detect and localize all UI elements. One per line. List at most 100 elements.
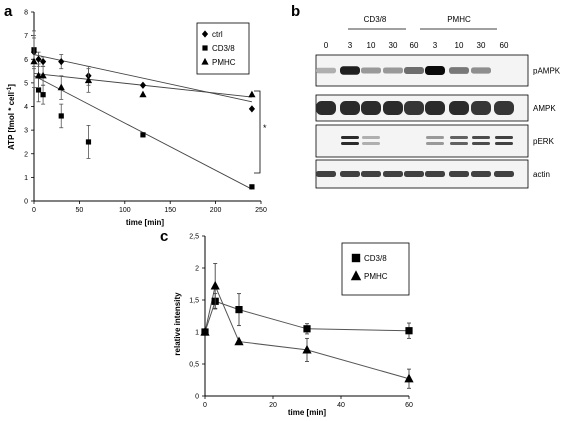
blot-band: [340, 171, 360, 177]
blot-band: [426, 142, 444, 145]
chart-c-point-square: [303, 325, 311, 333]
chart-c-ylabel: relative intensity: [173, 292, 182, 356]
chart-a-point-diamond: [35, 55, 42, 63]
blot-band: [471, 171, 491, 177]
chart-a-point-diamond: [139, 81, 147, 89]
blot-lane-label: 0: [324, 41, 329, 50]
chart-a-point-triangle: [34, 71, 43, 79]
blot-band: [361, 101, 381, 115]
blot-band: [404, 101, 424, 115]
blot-band: [471, 67, 491, 74]
chart-a-y-tick-label: 8: [24, 10, 28, 17]
blot-group-label-cd38: CD3/8: [364, 15, 387, 24]
blot-lane-label: 30: [477, 41, 486, 50]
chart-a-point-square: [58, 113, 64, 119]
blot-band: [472, 136, 490, 139]
chart-c-legend-marker-square: [351, 253, 361, 263]
chart-a-x-tick-label: 0: [32, 207, 36, 214]
chart-a-point-diamond: [58, 58, 65, 66]
chart-c: 0 20 40 60 0 0,5 1 1,5 2 2,5 time [min] relative …: [173, 234, 414, 417]
chart-a-legend-label: CD3/8: [212, 44, 235, 53]
chart-a-ylabel: ATP [fmol * cell-1]: [7, 84, 16, 150]
chart-c-y-tick-label: 0: [195, 394, 199, 401]
blot-band: [361, 171, 381, 177]
chart-a-point-triangle: [248, 90, 256, 98]
chart-c-xlabel: time [min]: [288, 408, 327, 417]
chart-a-point-triangle: [39, 71, 47, 79]
chart-c-legend-label: PMHC: [364, 272, 388, 281]
blot-band: [383, 101, 403, 115]
chart-a-significance-bracket: [254, 90, 261, 174]
blot-band: [340, 66, 360, 75]
chart-a-points: [30, 30, 256, 190]
blot-group-label-pmhc: PMHC: [447, 15, 471, 24]
blot-band: [425, 101, 445, 115]
blot-band: [449, 171, 469, 177]
western-blot: CD3/8 PMHC 0 3 10 30 60 3 10 30 60 pAMPK AMPK pERK…: [315, 15, 561, 189]
chart-c-point-triangle: [404, 373, 414, 383]
blot-band: [316, 101, 336, 115]
chart-c-y-tick-label: 0,5: [189, 362, 199, 369]
chart-a-fit-lines: [33, 54, 253, 190]
chart-a-axes: 0 50 100 150 200 250 0 1 2 3 4 5 6 7 8: [24, 10, 267, 215]
chart-a-y-tick-label: 7: [24, 33, 28, 40]
chart-a-ylabel-close: ]: [7, 84, 16, 87]
blot-band: [495, 142, 513, 145]
chart-a-legend-label: PMHC: [212, 58, 236, 67]
chart-a-y-tick-label: 4: [24, 104, 28, 111]
chart-a-y-tick-label: 2: [24, 151, 28, 158]
panel-letter-b: b: [291, 3, 300, 20]
chart-c-legend-marker-triangle: [350, 270, 362, 281]
chart-a-ylabel-main: ATP [fmol * cell: [7, 92, 16, 150]
chart-c-x-tick-label: 40: [337, 402, 345, 409]
blot-band: [449, 101, 469, 115]
chart-a-point-triangle: [30, 57, 38, 65]
chart-a-x-tick-label: 150: [164, 207, 176, 214]
blot-band: [425, 66, 445, 75]
chart-c-x-tick-label: 20: [269, 402, 277, 409]
blot-band: [316, 171, 336, 177]
blot-band: [316, 67, 336, 74]
blot-band: [450, 142, 468, 145]
chart-c-points: [200, 263, 414, 389]
blot-row-label: pAMPK: [533, 67, 561, 76]
blot-band: [383, 171, 403, 177]
blot-row-label: actin: [533, 170, 550, 179]
chart-c-x-tick-label: 60: [405, 402, 413, 409]
chart-a-significance-mark: *: [263, 123, 267, 133]
blot-rows: pAMPK AMPK pERK actin: [315, 54, 561, 189]
chart-a-x-tick-label: 250: [255, 207, 267, 214]
chart-a-point-diamond: [248, 105, 256, 113]
blot-band: [341, 142, 359, 145]
chart-a-legend-marker-square: [202, 45, 208, 51]
chart-a-legend-marker-triangle: [201, 57, 209, 65]
chart-a-point-triangle: [57, 83, 65, 91]
blot-band: [362, 136, 380, 139]
chart-a-x-tick-label: 50: [76, 207, 84, 214]
chart-a-y-tick-label: 3: [24, 128, 28, 135]
chart-a-ylabel-sup: -1: [7, 86, 13, 92]
chart-c-y-tick-label: 1: [195, 330, 199, 337]
chart-a-y-tick-label: 1: [24, 175, 28, 182]
chart-a-legend-marker-diamond: [201, 30, 209, 38]
chart-c-y-tick-label: 1,5: [189, 298, 199, 305]
chart-a-y-tick-label: 5: [24, 80, 28, 87]
chart-a-point-square: [249, 184, 255, 190]
chart-a-point-square: [35, 87, 42, 93]
chart-c-legend-label: CD3/8: [364, 254, 387, 263]
chart-a-fit-diamond: [33, 54, 253, 103]
chart-a: 0 50 100 150 200 250 0 1 2 3 4 5 6 7 8 time [min] ATP …: [7, 10, 267, 228]
blot-band: [472, 142, 490, 145]
blot-band: [494, 101, 514, 115]
blot-band: [426, 136, 444, 139]
blot-band: [425, 171, 445, 177]
blot-band: [362, 142, 380, 145]
chart-a-point-square: [40, 92, 46, 98]
chart-c-point-triangle: [302, 344, 312, 354]
chart-c-legend: CD3/8 PMHC: [350, 253, 388, 281]
chart-a-legend: ctrl CD3/8 PMHC: [201, 30, 236, 67]
blot-lane-label: 3: [348, 41, 353, 50]
chart-a-point-diamond: [39, 58, 47, 66]
chart-a-legend-label: ctrl: [212, 30, 223, 39]
